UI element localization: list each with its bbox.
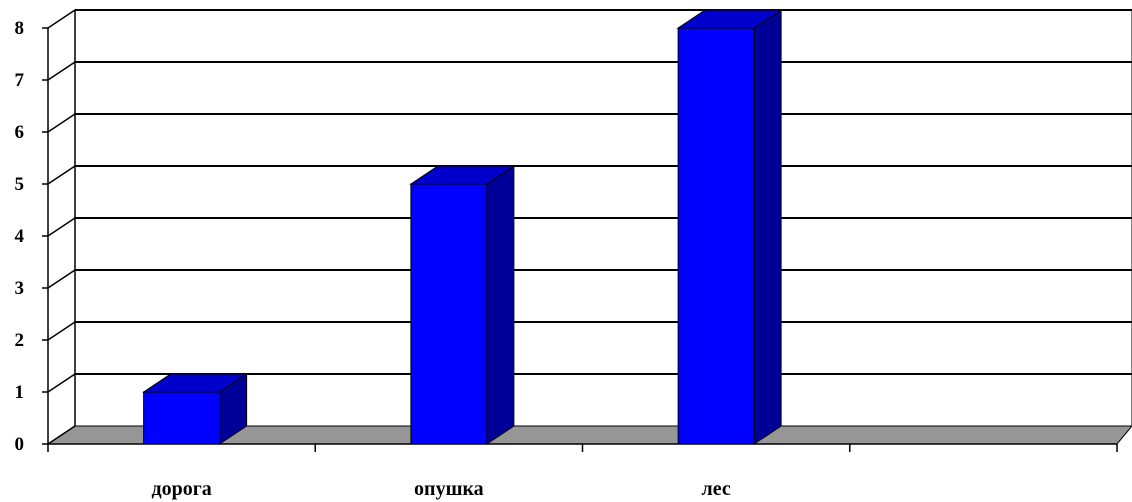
y-tick-label: 0: [15, 434, 25, 455]
side-wall-line: [47, 321, 76, 341]
bar-front-face: [677, 27, 755, 445]
y-tick-label: 2: [15, 330, 25, 351]
bar: [409, 165, 516, 445]
bar-side-face: [753, 9, 782, 445]
axes: [42, 10, 1118, 452]
side-wall-line: [47, 61, 76, 81]
x-tick-label: опушка: [414, 478, 484, 500]
bar-front-face: [143, 391, 221, 445]
bar: [141, 373, 249, 445]
y-tick-label: 6: [15, 122, 25, 143]
y-tick-label: 4: [15, 226, 25, 247]
side-wall-line: [47, 113, 76, 133]
bar-front-face: [410, 183, 488, 445]
bars: [141, 9, 783, 445]
x-tick-label: лес: [702, 478, 731, 500]
y-tick-labels: 0 1 2 3 4 5 6 7 8: [15, 18, 25, 455]
y-tick-label: 1: [15, 382, 25, 403]
bar-side-face: [486, 165, 515, 445]
y-tick-label: 8: [15, 18, 25, 39]
side-wall-line: [47, 9, 76, 29]
side-wall-line: [47, 425, 76, 445]
gridlines: [47, 9, 1132, 445]
y-tick-label: 3: [15, 278, 25, 299]
side-wall-line: [47, 269, 76, 289]
side-wall-line: [47, 217, 76, 237]
side-wall-line: [47, 165, 76, 185]
y-tick-label: 7: [15, 70, 25, 91]
x-tick-labels: дорога опушка лес: [151, 478, 730, 500]
y-tick-label: 5: [15, 174, 25, 195]
side-wall-line: [47, 373, 76, 393]
x-tick-label: дорога: [151, 478, 211, 500]
bar: [676, 9, 783, 445]
